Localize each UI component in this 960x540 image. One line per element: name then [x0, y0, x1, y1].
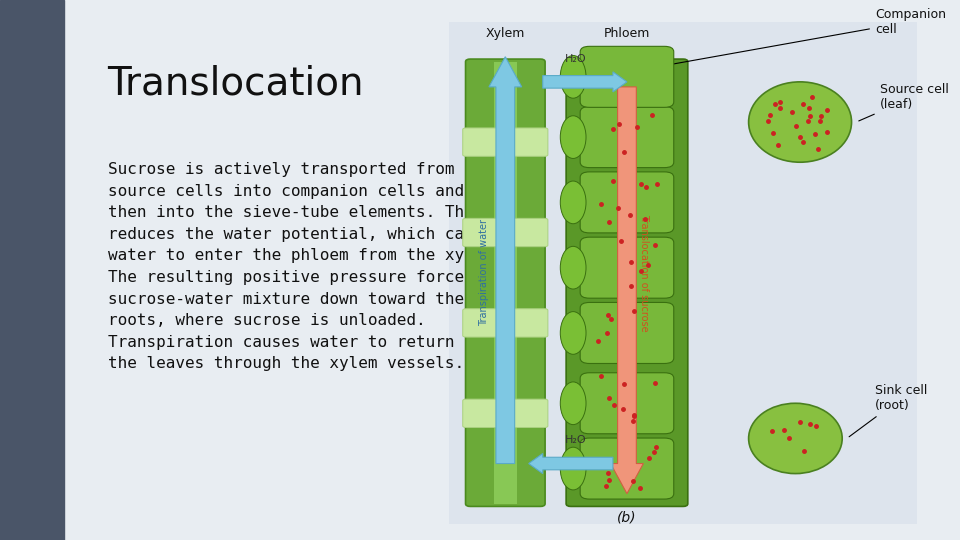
FancyBboxPatch shape [463, 399, 548, 428]
Text: H₂O: H₂O [564, 54, 587, 64]
Ellipse shape [561, 447, 586, 490]
Text: Xylem: Xylem [486, 26, 525, 39]
Ellipse shape [749, 82, 852, 162]
FancyArrow shape [489, 57, 521, 463]
FancyArrow shape [542, 72, 627, 92]
FancyBboxPatch shape [580, 172, 674, 233]
Bar [493, 62, 517, 504]
FancyBboxPatch shape [463, 128, 548, 156]
FancyBboxPatch shape [580, 106, 674, 167]
FancyBboxPatch shape [566, 59, 687, 507]
Text: Sucrose is actively transported from
source cells into companion cells and
then : Sucrose is actively transported from sou… [108, 162, 512, 372]
Text: H₂O: H₂O [564, 435, 587, 445]
FancyBboxPatch shape [466, 59, 545, 507]
Text: Sink cell
(root): Sink cell (root) [849, 384, 927, 437]
Bar [449, 22, 917, 524]
Bar [0, 0, 63, 540]
Ellipse shape [749, 403, 842, 474]
FancyArrow shape [529, 454, 612, 474]
FancyBboxPatch shape [580, 302, 674, 363]
FancyBboxPatch shape [580, 373, 674, 434]
FancyBboxPatch shape [463, 218, 548, 247]
Text: Translocation of sucrose: Translocation of sucrose [638, 214, 649, 332]
FancyBboxPatch shape [580, 46, 674, 107]
FancyBboxPatch shape [580, 237, 674, 298]
FancyBboxPatch shape [463, 309, 548, 337]
Text: Companion
cell: Companion cell [576, 8, 946, 82]
Text: Phloem: Phloem [604, 26, 650, 39]
Ellipse shape [561, 116, 586, 158]
Ellipse shape [561, 56, 586, 98]
FancyBboxPatch shape [580, 438, 674, 499]
Text: Translocation: Translocation [108, 65, 364, 103]
Text: Source cell
(leaf): Source cell (leaf) [859, 83, 948, 121]
Text: Transpiration of water: Transpiration of water [479, 219, 489, 326]
FancyArrow shape [611, 87, 643, 494]
Ellipse shape [561, 382, 586, 424]
Ellipse shape [561, 181, 586, 224]
Ellipse shape [561, 246, 586, 289]
Ellipse shape [561, 312, 586, 354]
Text: (b): (b) [617, 510, 636, 524]
